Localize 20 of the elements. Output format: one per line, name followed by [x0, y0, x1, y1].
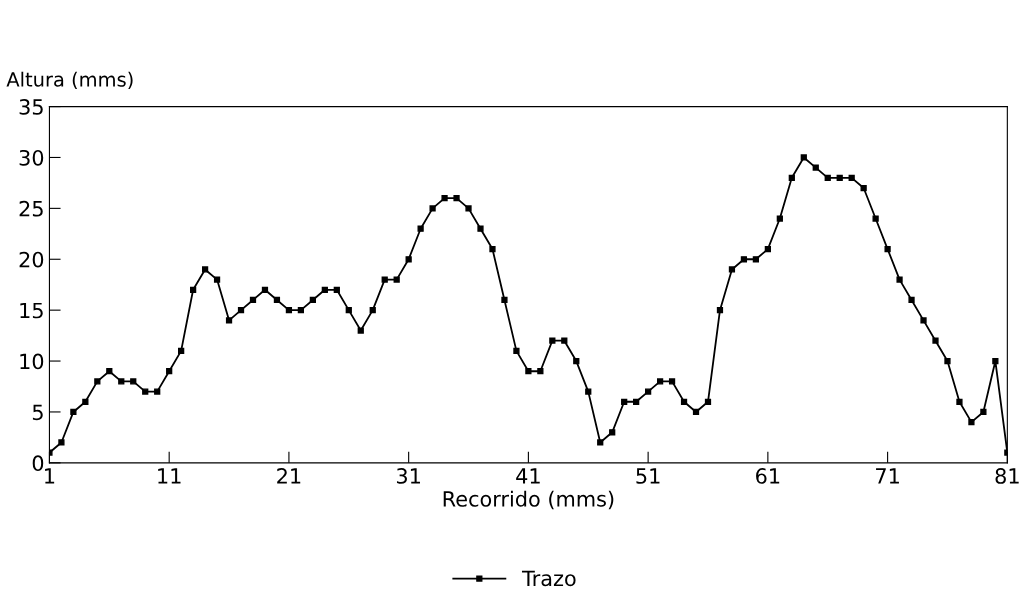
y-tick-label: 25	[19, 200, 43, 217]
y-tick-label: 10	[20, 353, 44, 370]
y-tick-label: 15	[20, 302, 43, 319]
x-tick-label: 51	[636, 468, 660, 484]
y-tick-label: 30	[19, 149, 44, 166]
y-axis-title: Altura (mms)	[6, 71, 133, 90]
x-tick-label: 81	[995, 468, 1019, 484]
y-tick-label: 5	[32, 404, 43, 421]
x-tick-label: 71	[876, 468, 899, 484]
y-tick-label: 20	[19, 251, 44, 268]
x-axis-title: Recorrido (mms)	[443, 490, 614, 510]
x-tick-label: 41	[516, 468, 540, 484]
y-tick-label: 0	[32, 455, 44, 472]
x-tick-label: 61	[756, 468, 780, 484]
legend-label: Trazo	[521, 570, 576, 587]
y-tick-label: 35	[19, 99, 43, 115]
x-tick-label: 21	[277, 468, 301, 484]
x-tick-label: 11	[158, 468, 181, 484]
x-tick-label: 1	[45, 468, 55, 484]
x-tick-label: 31	[396, 468, 420, 484]
